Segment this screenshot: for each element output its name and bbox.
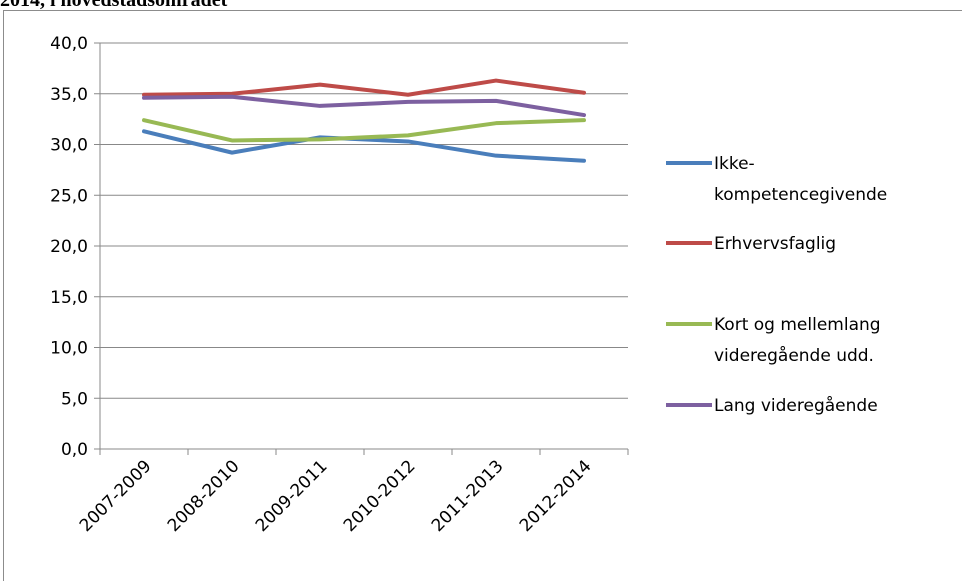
legend-label: Erhvervsfaglig xyxy=(714,234,836,254)
y-tick-label: 20,0 xyxy=(50,237,88,257)
y-tick-label: 30,0 xyxy=(50,136,88,156)
legend-label: videregående udd. xyxy=(714,345,874,366)
legend-label: Kort og mellemlang xyxy=(714,315,881,335)
x-tick-label: 2010-2012 xyxy=(340,456,420,536)
y-tick-label: 15,0 xyxy=(50,288,88,308)
x-tick-label: 2009-2011 xyxy=(252,456,332,536)
series-line xyxy=(142,129,586,163)
y-tick-label: 25,0 xyxy=(50,186,88,206)
x-tick-label: 2012-2014 xyxy=(516,456,596,536)
chart-title: 2014, i hovedstadsområdet xyxy=(0,0,228,11)
y-tick-label: 40,0 xyxy=(50,34,88,54)
series-line xyxy=(142,94,586,118)
x-tick-label: 2008-2010 xyxy=(164,456,244,536)
series-lines xyxy=(142,78,586,163)
gridlines xyxy=(100,42,628,399)
x-tick-label: 2007-2009 xyxy=(76,456,156,536)
y-tick-label: 35,0 xyxy=(50,85,88,105)
legend-label: Lang videregående xyxy=(714,395,878,416)
series-line xyxy=(142,118,586,143)
legend-label: kompetencegivende xyxy=(714,185,887,205)
series-line xyxy=(142,78,586,97)
legend-label: Ikke- xyxy=(714,154,755,174)
x-tick-label: 2011-2013 xyxy=(428,456,508,536)
y-tick-label: 5,0 xyxy=(61,389,88,409)
y-tick-label: 10,0 xyxy=(50,339,88,359)
y-tick-label: 0,0 xyxy=(61,440,88,460)
legend: Ikke-kompetencegivende Erhvervsfaglig Kort… xyxy=(666,154,887,416)
chart-frame xyxy=(3,10,962,581)
